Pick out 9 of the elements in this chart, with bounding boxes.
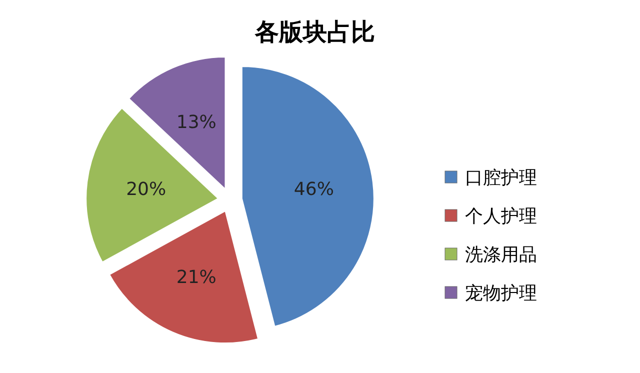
legend-label: 宠物护理 — [465, 283, 537, 304]
chart-title: 各版块占比 — [254, 18, 375, 46]
legend-label: 洗涤用品 — [465, 244, 537, 266]
data-label: 46% — [294, 178, 334, 200]
legend-label: 个人护理 — [465, 206, 537, 227]
data-label: 13% — [176, 112, 216, 133]
legend-label: 口腔护理 — [465, 168, 537, 188]
data-label: 20% — [126, 178, 166, 200]
data-label: 21% — [176, 267, 216, 288]
